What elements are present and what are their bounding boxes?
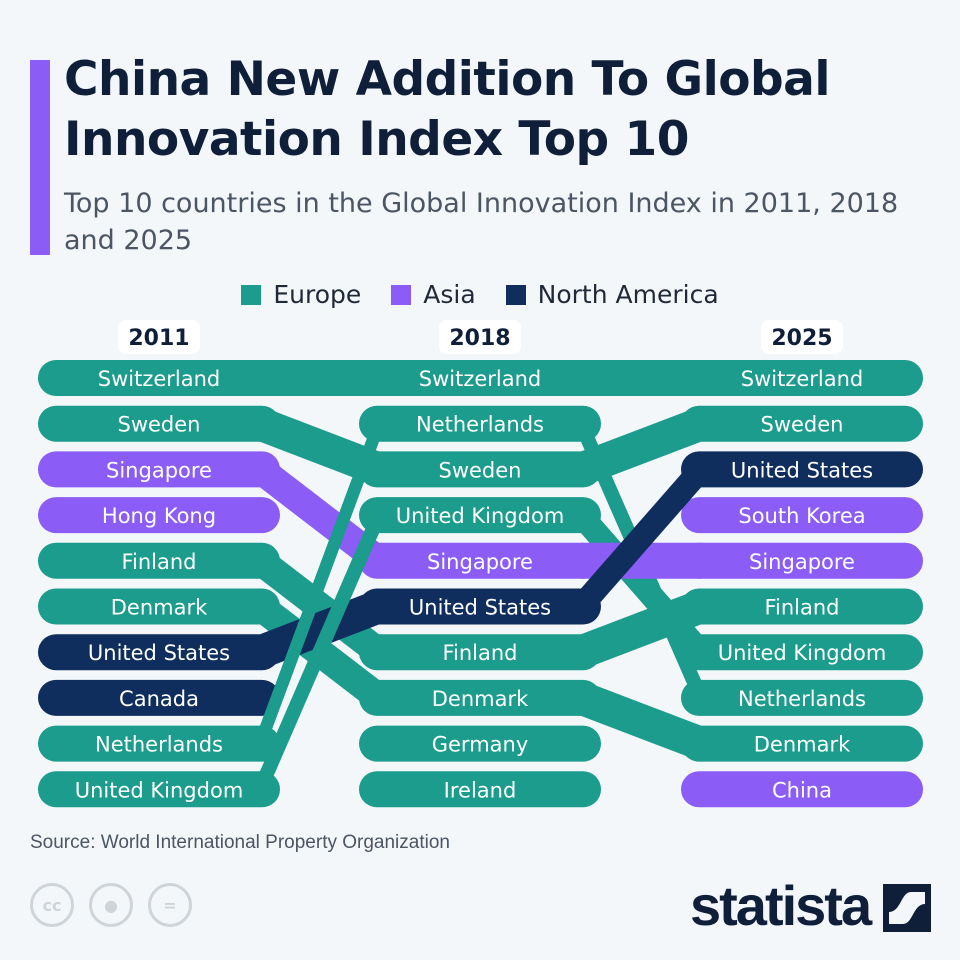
country-label: Ireland <box>444 778 517 802</box>
country-label: China <box>772 778 832 802</box>
rank-pill-china <box>681 771 923 808</box>
legend-item-asia: Asia <box>391 280 476 309</box>
rank-pill-united-states <box>359 588 601 625</box>
connector-finland <box>581 588 701 671</box>
connector-switzerland <box>581 360 701 396</box>
legend-swatch-asia <box>391 284 412 305</box>
year-label: 2025 <box>771 326 832 351</box>
country-label: Switzerland <box>741 367 864 391</box>
country-label: United Kingdom <box>75 778 244 802</box>
connector-singapore <box>260 451 379 579</box>
legend-swatch-north-america <box>505 284 526 305</box>
rank-pill-united-kingdom <box>38 771 280 808</box>
rank-pill-netherlands <box>38 725 280 762</box>
rank-pill-finland <box>359 634 601 671</box>
legend-item-europe: Europe <box>241 280 361 309</box>
legend-label: North America <box>537 280 719 309</box>
country-label: Sweden <box>118 413 201 437</box>
connector-finland <box>260 542 379 671</box>
country-label: United Kingdom <box>718 641 887 665</box>
rank-pill-netherlands <box>359 405 601 442</box>
connector-united-states <box>581 451 701 625</box>
cc-icon[interactable]: cc <box>30 883 74 927</box>
chart-subtitle: Top 10 countries in the Global Innovatio… <box>64 188 899 256</box>
year-label-box <box>761 320 843 354</box>
country-label: Denmark <box>754 733 851 757</box>
country-label: Netherlands <box>416 413 544 437</box>
connector-sweden <box>581 405 701 488</box>
rank-pill-united-states <box>38 634 280 671</box>
country-label: Singapore <box>106 458 212 482</box>
rank-pill-sweden <box>38 405 280 442</box>
country-label: Hong Kong <box>102 504 216 528</box>
attribution-icon[interactable]: ● <box>89 883 133 927</box>
rank-pill-united-kingdom <box>359 497 601 534</box>
title-accent-bar <box>30 60 50 255</box>
country-label: Netherlands <box>738 687 866 711</box>
statista-logo[interactable]: statista <box>690 874 872 937</box>
country-label: Finland <box>121 550 196 574</box>
country-label: Switzerland <box>98 367 221 391</box>
rank-pill-denmark <box>359 679 601 716</box>
legend-label: Europe <box>273 280 362 309</box>
rank-pill-switzerland <box>38 360 280 396</box>
legend-label: Asia <box>423 280 476 309</box>
source-note: Source: World International Property Org… <box>30 832 450 853</box>
no-derivatives-icon[interactable]: = <box>148 883 192 927</box>
rank-pill-finland <box>38 542 280 579</box>
connector-switzerland <box>260 360 379 396</box>
rank-pill-netherlands <box>681 679 923 716</box>
country-label: United States <box>88 641 230 665</box>
rank-pill-united-kingdom <box>681 634 923 671</box>
country-label: Singapore <box>427 550 533 574</box>
legend: Europe Asia North America <box>0 280 960 309</box>
country-label: United Kingdom <box>396 504 565 528</box>
statista-logo-mark-icon <box>883 884 931 932</box>
connector-sweden <box>260 405 379 488</box>
rank-pill-ireland <box>359 771 601 808</box>
rank-pill-singapore <box>681 542 923 579</box>
country-label: Germany <box>432 733 529 757</box>
country-label: South Korea <box>738 504 865 528</box>
year-label: 2011 <box>128 326 189 351</box>
rank-pill-canada <box>38 679 280 716</box>
rank-pill-hong-kong <box>38 497 280 534</box>
rank-pill-finland <box>681 588 923 625</box>
country-label: Netherlands <box>95 733 223 757</box>
country-label: Switzerland <box>419 367 542 391</box>
year-label-box <box>118 320 200 354</box>
rank-pill-south-korea <box>681 497 923 534</box>
country-label: Finland <box>764 596 839 620</box>
country-label: United States <box>409 596 551 620</box>
rank-pill-singapore <box>359 542 601 579</box>
country-label: Finland <box>442 641 517 665</box>
legend-swatch-europe <box>241 284 262 305</box>
country-label: United States <box>731 458 873 482</box>
year-label: 2018 <box>449 326 510 351</box>
rank-pill-denmark <box>38 588 280 625</box>
legend-item-north-america: North America <box>505 280 719 309</box>
country-label: Denmark <box>432 687 529 711</box>
country-label: Sweden <box>439 458 522 482</box>
connector-united-kingdom <box>260 497 379 808</box>
connector-denmark <box>581 679 701 762</box>
country-label: Canada <box>119 687 199 711</box>
rank-pill-sweden <box>359 451 601 488</box>
country-label: Denmark <box>111 596 208 620</box>
country-label: Singapore <box>749 550 855 574</box>
rank-pill-singapore <box>38 451 280 488</box>
chart-title: China New Addition To Global Innovation … <box>64 52 830 167</box>
year-label-box <box>439 320 521 354</box>
rank-pill-switzerland <box>681 360 923 396</box>
rank-pill-switzerland <box>359 360 601 396</box>
rank-pill-germany <box>359 725 601 762</box>
rank-pill-denmark <box>681 725 923 762</box>
country-label: Sweden <box>761 413 844 437</box>
rank-pill-united-states <box>681 451 923 488</box>
rank-pill-sweden <box>681 405 923 442</box>
connector-netherlands <box>260 405 379 762</box>
